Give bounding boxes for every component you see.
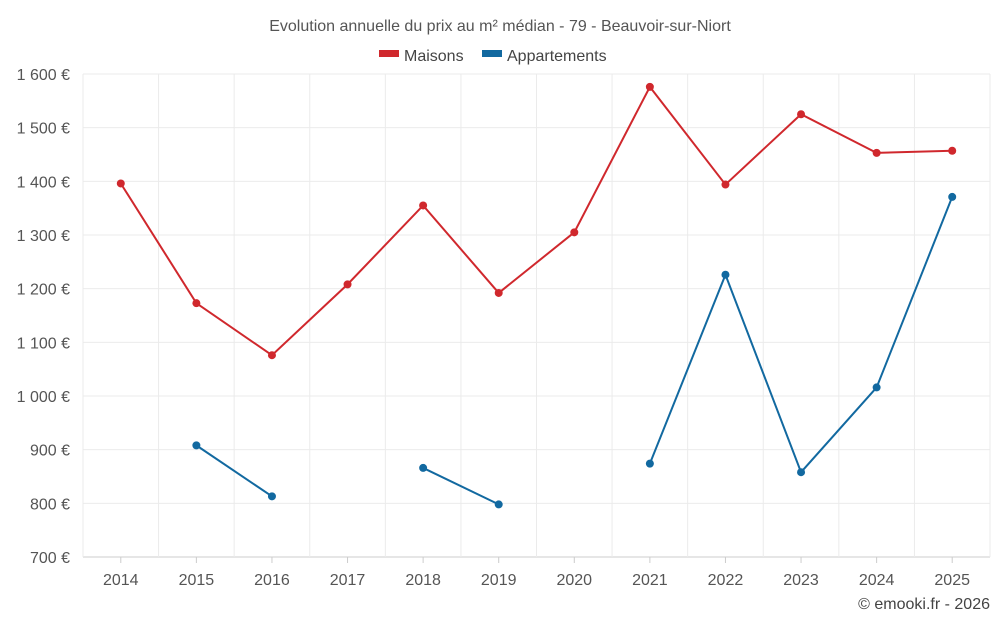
data-points: Maisons 2014: 1396 € Maisons 2015: 1173 €… [116,82,957,509]
y-tick-label: 1 100 € [17,335,70,352]
series-line-appartements [195,444,273,498]
data-point-maisons[interactable]: Maisons 2018: 1355 € [419,201,428,210]
data-point-maisons[interactable]: Maisons 2022: 1394 € [721,180,730,189]
x-tick-label: 2021 [632,572,668,589]
y-tick-label: 1 200 € [17,282,70,299]
data-point-appartements[interactable]: Appartements 2016: 813 € [267,492,276,501]
series-line-appartements [422,467,500,506]
data-point-appartements[interactable]: Appartements 2022: 1226 € [721,270,730,279]
y-tick-label: 800 € [30,496,70,513]
legend-item-appartements[interactable]: Appartements [482,48,607,65]
data-point-maisons[interactable]: Maisons 2025: 1457 € [948,146,957,155]
x-tick-label: 2024 [859,572,895,589]
chart-title: Evolution annuelle du prix au m² médian … [269,18,731,35]
x-tick-label: 2017 [330,572,366,589]
y-tick-label: 1 500 € [17,121,70,138]
gridlines [82,73,991,558]
data-point-appartements[interactable]: Appartements 2025: 1371 € [948,192,957,201]
y-tick-label: 1 300 € [17,228,70,245]
y-tick-label: 900 € [30,443,70,460]
x-tick-label: 2014 [103,572,139,589]
legend: Maisons Appartements [379,48,607,65]
x-tick-label: 2018 [405,572,441,589]
data-point-appartements[interactable]: Appartements 2021: 874 € [645,459,654,468]
data-point-appartements[interactable]: Appartements 2023: 858 € [797,468,806,477]
data-point-appartements[interactable]: Appartements 2018: 866 € [419,463,428,472]
data-point-maisons[interactable]: Maisons 2019: 1192 € [494,288,503,297]
x-tick-label: 2022 [708,572,744,589]
legend-label-appartements: Appartements [507,48,607,65]
data-point-appartements[interactable]: Appartements 2015: 908 € [192,441,201,450]
legend-item-maisons[interactable]: Maisons [379,48,464,65]
data-point-maisons[interactable]: Maisons 2021: 1576 € [645,82,654,91]
legend-label-maisons: Maisons [404,48,464,65]
legend-swatch-appartements [482,50,502,57]
credit-text: © emooki.fr - 2026 [858,596,990,613]
data-point-maisons[interactable]: Maisons 2016: 1076 € [267,351,276,360]
series-line-maisons [119,85,953,357]
data-point-maisons[interactable]: Maisons 2014: 1396 € [116,179,125,188]
data-point-appartements[interactable]: Appartements 2019: 798 € [494,500,503,509]
y-axis-ticks: 700 € 800 € 900 € 1 000 € 1 100 € 1 200 € 1 30… [17,67,70,567]
data-point-maisons[interactable]: Maisons 2023: 1525 € [797,110,806,119]
y-tick-label: 1 600 € [17,67,70,84]
x-tick-label: 2023 [783,572,819,589]
x-tick-label: 2015 [179,572,215,589]
y-tick-label: 700 € [30,550,70,567]
data-point-maisons[interactable]: Maisons 2017: 1208 € [343,280,352,289]
series-line-appartements [648,196,954,475]
x-tick-label: 2020 [556,572,592,589]
data-point-maisons[interactable]: Maisons 2015: 1173 € [192,299,201,308]
y-tick-label: 1 400 € [17,174,70,191]
data-point-maisons[interactable]: Maisons 2024: 1453 € [872,148,881,157]
x-tick-label: 2025 [934,572,970,589]
data-point-appartements[interactable]: Appartements 2024: 1016 € [872,383,881,392]
y-tick-label: 1 000 € [17,389,70,406]
legend-swatch-maisons [379,50,399,57]
x-tick-label: 2019 [481,572,517,589]
data-point-maisons[interactable]: Maisons 2020: 1305 € [570,228,579,237]
x-axis-ticks: 2014 2015 2016 2017 2018 2019 2020 2021 2022 2023… [103,557,970,589]
x-tick-label: 2016 [254,572,290,589]
